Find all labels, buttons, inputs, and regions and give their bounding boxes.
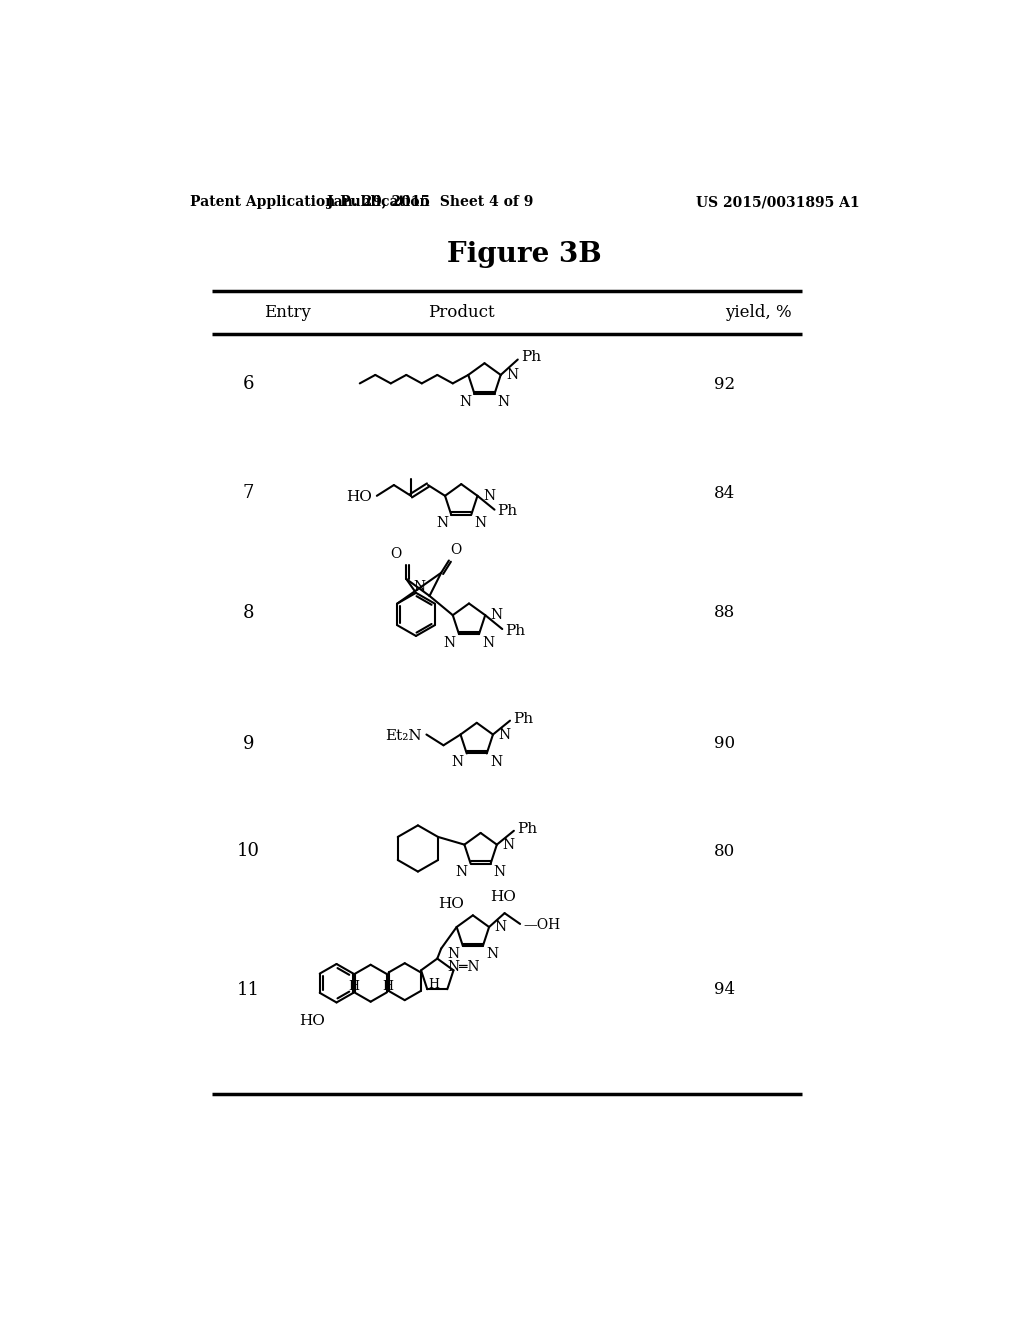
- Text: N: N: [447, 948, 460, 961]
- Text: N: N: [489, 755, 502, 770]
- Text: 11: 11: [237, 981, 260, 999]
- Text: HO: HO: [437, 896, 464, 911]
- Text: N: N: [499, 727, 511, 742]
- Text: 84: 84: [714, 484, 735, 502]
- Text: Et₂N: Et₂N: [385, 729, 422, 743]
- Text: N: N: [459, 396, 471, 409]
- Text: N: N: [486, 948, 498, 961]
- Text: N: N: [490, 609, 503, 622]
- Text: US 2015/0031895 A1: US 2015/0031895 A1: [696, 195, 859, 210]
- Text: Product: Product: [428, 304, 495, 321]
- Text: N: N: [495, 920, 507, 935]
- Text: N: N: [494, 865, 506, 879]
- Text: Ph: Ph: [513, 711, 534, 726]
- Text: O: O: [390, 548, 401, 561]
- Text: N: N: [474, 516, 486, 531]
- Text: N: N: [443, 636, 456, 649]
- Text: 92: 92: [714, 375, 735, 392]
- Text: 6: 6: [243, 375, 254, 393]
- Text: 8: 8: [243, 603, 254, 622]
- Text: N: N: [436, 516, 449, 531]
- Text: N: N: [482, 636, 495, 649]
- Text: 80: 80: [714, 843, 735, 859]
- Text: N═N: N═N: [447, 960, 480, 974]
- Text: Patent Application Publication: Patent Application Publication: [190, 195, 430, 210]
- Text: 7: 7: [243, 484, 254, 503]
- Text: Ph: Ph: [498, 504, 518, 519]
- Text: H: H: [382, 979, 393, 993]
- Text: HO: HO: [299, 1014, 325, 1028]
- Text: H: H: [429, 978, 439, 991]
- Text: N: N: [452, 755, 464, 770]
- Text: yield, %: yield, %: [725, 304, 792, 321]
- Text: H: H: [348, 981, 359, 994]
- Text: Jan. 29, 2015  Sheet 4 of 9: Jan. 29, 2015 Sheet 4 of 9: [327, 195, 534, 210]
- Text: Ph: Ph: [517, 822, 538, 837]
- Text: N: N: [498, 396, 510, 409]
- Text: N: N: [414, 579, 426, 594]
- Text: Figure 3B: Figure 3B: [447, 242, 602, 268]
- Text: N: N: [506, 368, 518, 381]
- Text: N: N: [502, 838, 514, 851]
- Text: 10: 10: [237, 842, 260, 861]
- Text: Ph: Ph: [506, 623, 525, 638]
- Text: 94: 94: [714, 982, 735, 998]
- Text: 88: 88: [714, 605, 735, 622]
- Text: Entry: Entry: [263, 304, 310, 321]
- Text: —OH: —OH: [523, 919, 560, 932]
- Text: 90: 90: [714, 735, 735, 752]
- Text: HO: HO: [346, 490, 372, 504]
- Text: Ph: Ph: [521, 350, 541, 364]
- Text: N: N: [483, 488, 495, 503]
- Text: N: N: [456, 865, 468, 879]
- Text: HO: HO: [490, 890, 516, 904]
- Text: 9: 9: [243, 735, 254, 752]
- Text: O: O: [451, 543, 462, 557]
